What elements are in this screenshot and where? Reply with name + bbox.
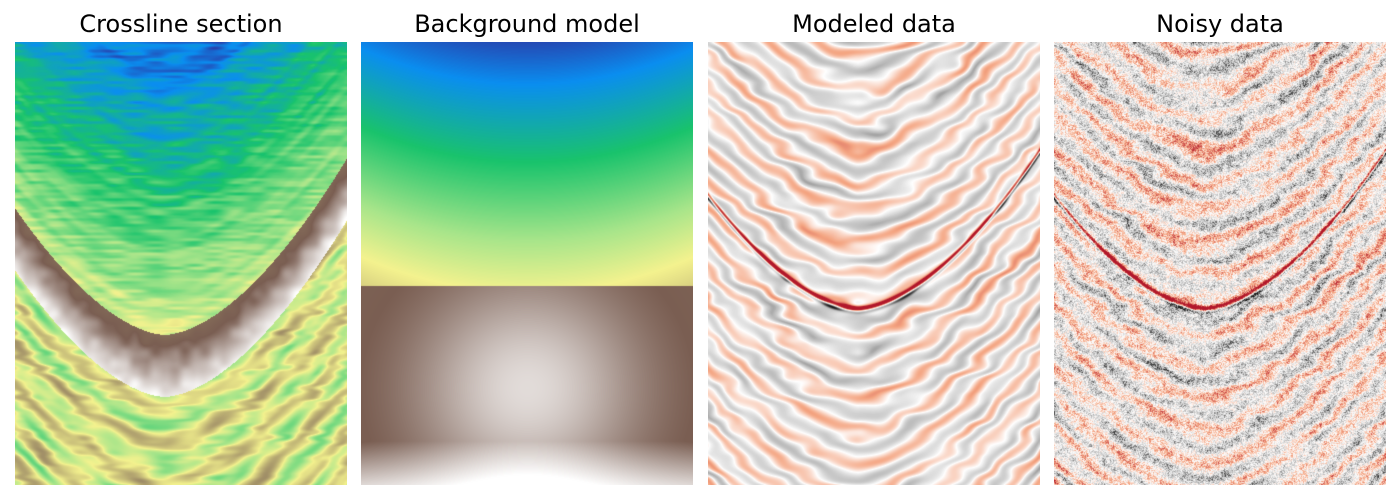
background-model-image: [361, 42, 693, 485]
panel-crossline-section: Crossline section: [15, 0, 347, 500]
panel-modeled-data: Modeled data: [708, 0, 1040, 500]
modeled-data-image: [708, 42, 1040, 485]
panel-title: Noisy data: [1156, 10, 1284, 38]
panel-title: Crossline section: [79, 10, 283, 38]
panel-background-model: Background model: [361, 0, 693, 500]
noisy-data-image: [1054, 42, 1386, 485]
panel-noisy-data: Noisy data: [1054, 0, 1386, 500]
crossline-section-image: [15, 42, 347, 485]
panel-title: Modeled data: [792, 10, 956, 38]
panel-title: Background model: [414, 10, 640, 38]
